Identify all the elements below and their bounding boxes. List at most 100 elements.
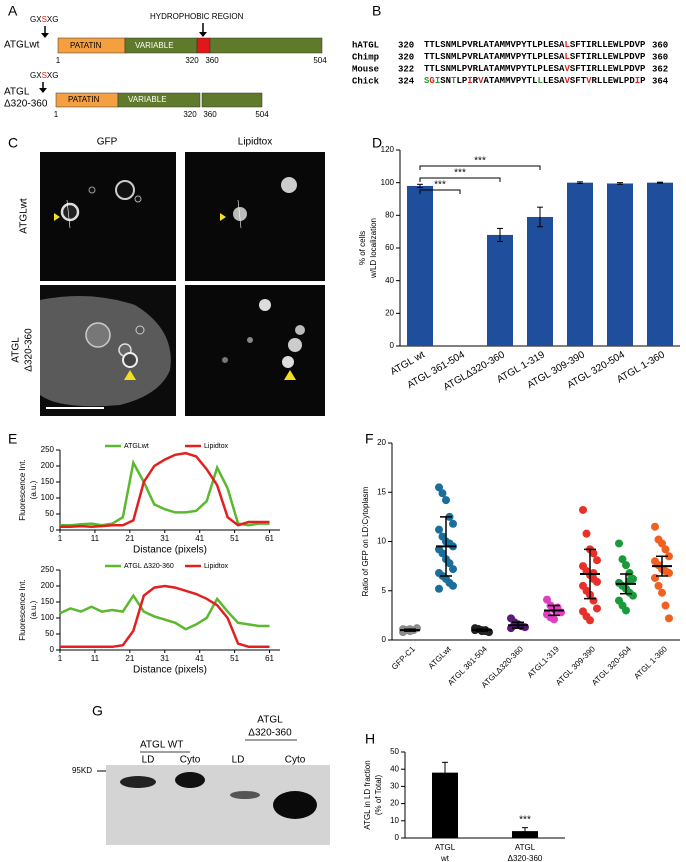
x-tick-label: 21 — [125, 534, 134, 543]
droplet — [222, 357, 228, 363]
y-tick-label: 80 — [385, 210, 394, 219]
x-axis-label: Distance (pixels) — [133, 545, 207, 556]
row-label: ATGL — [11, 337, 22, 363]
residues: T — [451, 76, 457, 86]
y-tick-label: 50 — [45, 629, 54, 638]
x-tick-label: 51 — [230, 654, 239, 663]
data-point — [665, 614, 673, 623]
start-position: 320 — [398, 40, 414, 50]
y-tick-label: 10 — [390, 816, 399, 825]
significance-bracket — [419, 177, 501, 182]
data-point — [449, 519, 457, 528]
panel-label: B — [372, 3, 381, 19]
y-tick-label: 200 — [41, 581, 55, 590]
bar — [432, 772, 458, 838]
motif-part: XG — [47, 15, 59, 24]
y-tick-label: 40 — [385, 276, 394, 285]
construct-name: Δ320-360 — [4, 99, 48, 110]
position: 360 — [205, 56, 219, 65]
residues: TTLSNMLPVRLATAMMVPYTLPLESA — [424, 40, 565, 50]
bar — [607, 183, 633, 346]
x-tick-label: 21 — [125, 654, 134, 663]
x-tick-label: 61 — [265, 654, 274, 663]
sequence: TTLSNMLPVRLATAMMVPYTLPLESAVSFTIRLLEWLPDV… — [424, 64, 646, 74]
data-point — [438, 549, 447, 558]
droplet — [282, 356, 294, 368]
motif-residue: S — [42, 15, 47, 24]
y-tick-label: 0 — [390, 341, 395, 350]
end-position: 364 — [652, 76, 669, 86]
data-point — [435, 483, 443, 492]
legend-label: ATGL Δ320-360 — [124, 563, 174, 570]
marker-label: 95KD — [72, 766, 92, 775]
x-tick-label: 11 — [91, 534, 100, 543]
residues: LP — [456, 76, 467, 86]
y-tick-label: 150 — [41, 477, 55, 486]
x-tick-label: 61 — [265, 534, 274, 543]
group-label: ATGL — [257, 715, 283, 726]
x-tick-label: ATGL 1-360 — [632, 644, 669, 681]
scan-line — [237, 199, 242, 229]
band — [175, 772, 205, 788]
residues: I — [635, 76, 640, 86]
data-point — [665, 569, 673, 578]
column-label: GFP — [97, 137, 118, 148]
line-series — [60, 459, 270, 527]
y-tick-label: 15 — [377, 487, 386, 496]
residues: TTLSNMLPVRLATAMMVPYTLPLESA — [424, 64, 565, 74]
x-tick-label: 51 — [230, 534, 239, 543]
group-label: Δ320-360 — [248, 728, 292, 739]
motif-part: GX — [30, 15, 42, 24]
construct-name: ATGL — [4, 87, 30, 98]
position: 1 — [54, 110, 59, 119]
species: Chick — [352, 76, 380, 86]
bar — [567, 182, 593, 346]
domain-label: PATATIN — [70, 41, 102, 50]
micrograph — [185, 285, 325, 416]
x-tick-label: 41 — [195, 654, 204, 663]
droplet — [281, 177, 297, 193]
data-point — [449, 581, 457, 590]
construct-name: ATGLwt — [4, 40, 40, 51]
droplet — [115, 180, 135, 200]
data-point — [442, 496, 450, 505]
x-tick-label: Δ320-360 — [508, 854, 543, 862]
cell — [40, 296, 171, 407]
y-tick-label: 100 — [381, 178, 395, 187]
residues: SFT — [570, 76, 587, 86]
residues: I — [435, 76, 440, 86]
x-tick-label: ATGL — [435, 843, 456, 852]
data-point — [622, 606, 630, 615]
position: 504 — [313, 56, 327, 65]
line-series — [60, 584, 270, 649]
x-tick-label: 11 — [91, 654, 100, 663]
lane-label: LD — [232, 755, 245, 766]
data-point — [661, 601, 670, 610]
row-label: Δ320-360 — [24, 328, 35, 372]
y-tick-label: 100 — [41, 493, 55, 502]
position: 360 — [203, 110, 217, 119]
bar — [647, 182, 673, 346]
significance: *** — [519, 814, 531, 825]
data-point — [550, 615, 558, 624]
residues: V — [478, 76, 484, 86]
y-axis-label: (% of Total) — [374, 775, 383, 816]
legend-label: Lipidtox — [204, 443, 229, 450]
micrograph — [40, 152, 176, 281]
species: hATGL — [352, 40, 379, 50]
x-tick-label: 1 — [58, 654, 63, 663]
droplet — [88, 186, 96, 194]
significance: *** — [434, 180, 446, 191]
y-tick-label: 50 — [390, 747, 399, 756]
data-point — [654, 581, 663, 590]
start-position: 322 — [398, 64, 414, 74]
data-point — [445, 559, 454, 568]
droplet — [295, 325, 305, 335]
motif-part: XG — [47, 71, 59, 80]
x-tick-label: 31 — [160, 654, 169, 663]
line-series — [60, 451, 270, 529]
residues: LESA — [543, 76, 565, 86]
data-point — [438, 489, 447, 498]
position: 1 — [56, 56, 61, 65]
